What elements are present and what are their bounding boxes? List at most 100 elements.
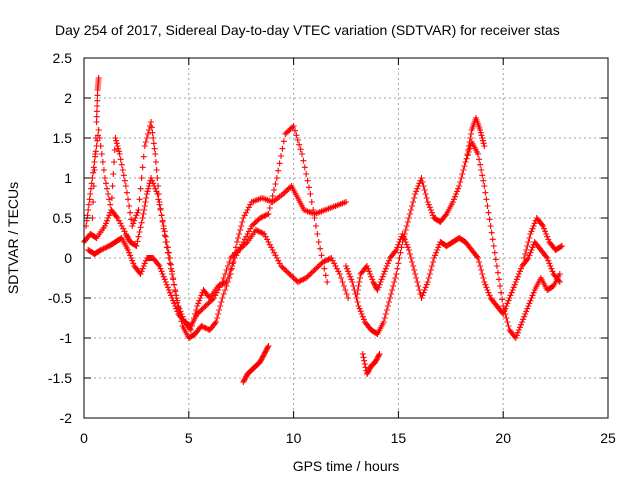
data-point bbox=[543, 231, 550, 237]
data-point bbox=[111, 159, 118, 165]
data-point bbox=[512, 279, 519, 285]
data-point bbox=[375, 284, 382, 291]
data-point bbox=[268, 244, 275, 251]
data-point bbox=[359, 351, 366, 357]
data-point bbox=[525, 303, 532, 309]
data-point bbox=[355, 283, 362, 289]
data-point bbox=[279, 145, 286, 152]
data-point bbox=[259, 213, 266, 220]
data-point bbox=[424, 279, 431, 285]
data-point bbox=[261, 213, 268, 219]
data-point bbox=[149, 129, 156, 136]
data-point bbox=[530, 289, 537, 296]
data-point bbox=[283, 268, 290, 275]
data-point bbox=[282, 267, 289, 273]
data-point bbox=[151, 145, 158, 152]
data-point bbox=[412, 191, 419, 197]
data-point bbox=[278, 153, 285, 159]
data-point bbox=[194, 311, 201, 317]
data-point bbox=[123, 232, 130, 239]
data-point bbox=[378, 276, 385, 283]
data-point bbox=[219, 295, 226, 301]
data-point bbox=[170, 297, 177, 304]
data-point bbox=[523, 308, 530, 315]
data-point bbox=[217, 303, 224, 309]
data-point bbox=[376, 281, 383, 288]
data-point bbox=[140, 263, 147, 269]
data-point bbox=[442, 212, 449, 219]
data-point bbox=[157, 265, 164, 272]
data-point bbox=[94, 97, 101, 104]
data-point bbox=[141, 207, 148, 213]
data-point bbox=[121, 177, 128, 184]
data-point bbox=[262, 233, 269, 240]
data-point bbox=[198, 307, 205, 313]
data-point bbox=[141, 203, 148, 209]
data-point bbox=[245, 228, 252, 235]
data-point bbox=[134, 209, 141, 216]
data-point bbox=[356, 279, 363, 285]
data-point bbox=[555, 277, 562, 284]
data-point bbox=[212, 292, 219, 299]
data-point bbox=[392, 275, 399, 281]
data-point bbox=[149, 177, 156, 184]
y-tick-label: -0.5 bbox=[48, 290, 72, 306]
data-point bbox=[347, 273, 354, 280]
data-point bbox=[419, 179, 426, 185]
data-point bbox=[150, 180, 157, 187]
data-point bbox=[527, 231, 534, 237]
data-point bbox=[501, 308, 508, 315]
data-point bbox=[219, 279, 226, 285]
data-point bbox=[113, 140, 120, 147]
data-point bbox=[251, 220, 258, 227]
data-point bbox=[129, 257, 136, 264]
data-point bbox=[227, 255, 234, 261]
data-point bbox=[250, 221, 257, 228]
data-point bbox=[173, 305, 180, 312]
data-point bbox=[345, 268, 352, 275]
data-point bbox=[85, 207, 92, 213]
data-point bbox=[118, 161, 125, 168]
data-point bbox=[239, 219, 246, 225]
data-point bbox=[240, 377, 247, 384]
data-point bbox=[455, 185, 462, 192]
data-point bbox=[104, 217, 111, 224]
data-point bbox=[162, 279, 169, 285]
data-point bbox=[340, 283, 347, 289]
data-point bbox=[296, 278, 303, 285]
data-point bbox=[422, 191, 429, 197]
data-point bbox=[215, 287, 222, 293]
data-point bbox=[483, 196, 490, 203]
data-point bbox=[139, 164, 146, 171]
data-point bbox=[521, 313, 528, 320]
data-point bbox=[511, 281, 518, 288]
y-tick-label: 0 bbox=[64, 250, 72, 266]
data-point bbox=[314, 264, 321, 271]
data-point bbox=[504, 319, 511, 325]
series-track-c bbox=[85, 227, 352, 329]
x-tick-labels: 0 5 10 15 20 25 bbox=[80, 430, 616, 446]
data-point bbox=[477, 263, 484, 269]
data-point bbox=[220, 280, 227, 287]
data-point bbox=[480, 275, 487, 281]
data-point bbox=[363, 371, 370, 377]
data-point bbox=[209, 296, 216, 303]
data-point bbox=[260, 352, 267, 359]
data-point bbox=[556, 271, 563, 277]
data-point bbox=[236, 231, 243, 237]
data-point bbox=[162, 239, 169, 245]
data-point bbox=[317, 261, 324, 268]
data-point bbox=[258, 229, 265, 236]
data-point bbox=[372, 283, 379, 289]
data-point bbox=[164, 284, 171, 291]
data-point bbox=[512, 335, 519, 341]
data-point bbox=[138, 175, 145, 181]
data-point bbox=[213, 289, 220, 296]
y-tick-label: 2.5 bbox=[53, 50, 73, 66]
data-point bbox=[395, 241, 402, 248]
data-point bbox=[527, 249, 534, 256]
data-point bbox=[303, 171, 310, 177]
data-point bbox=[345, 295, 352, 301]
series-track-j bbox=[521, 215, 565, 261]
data-point bbox=[90, 169, 97, 176]
